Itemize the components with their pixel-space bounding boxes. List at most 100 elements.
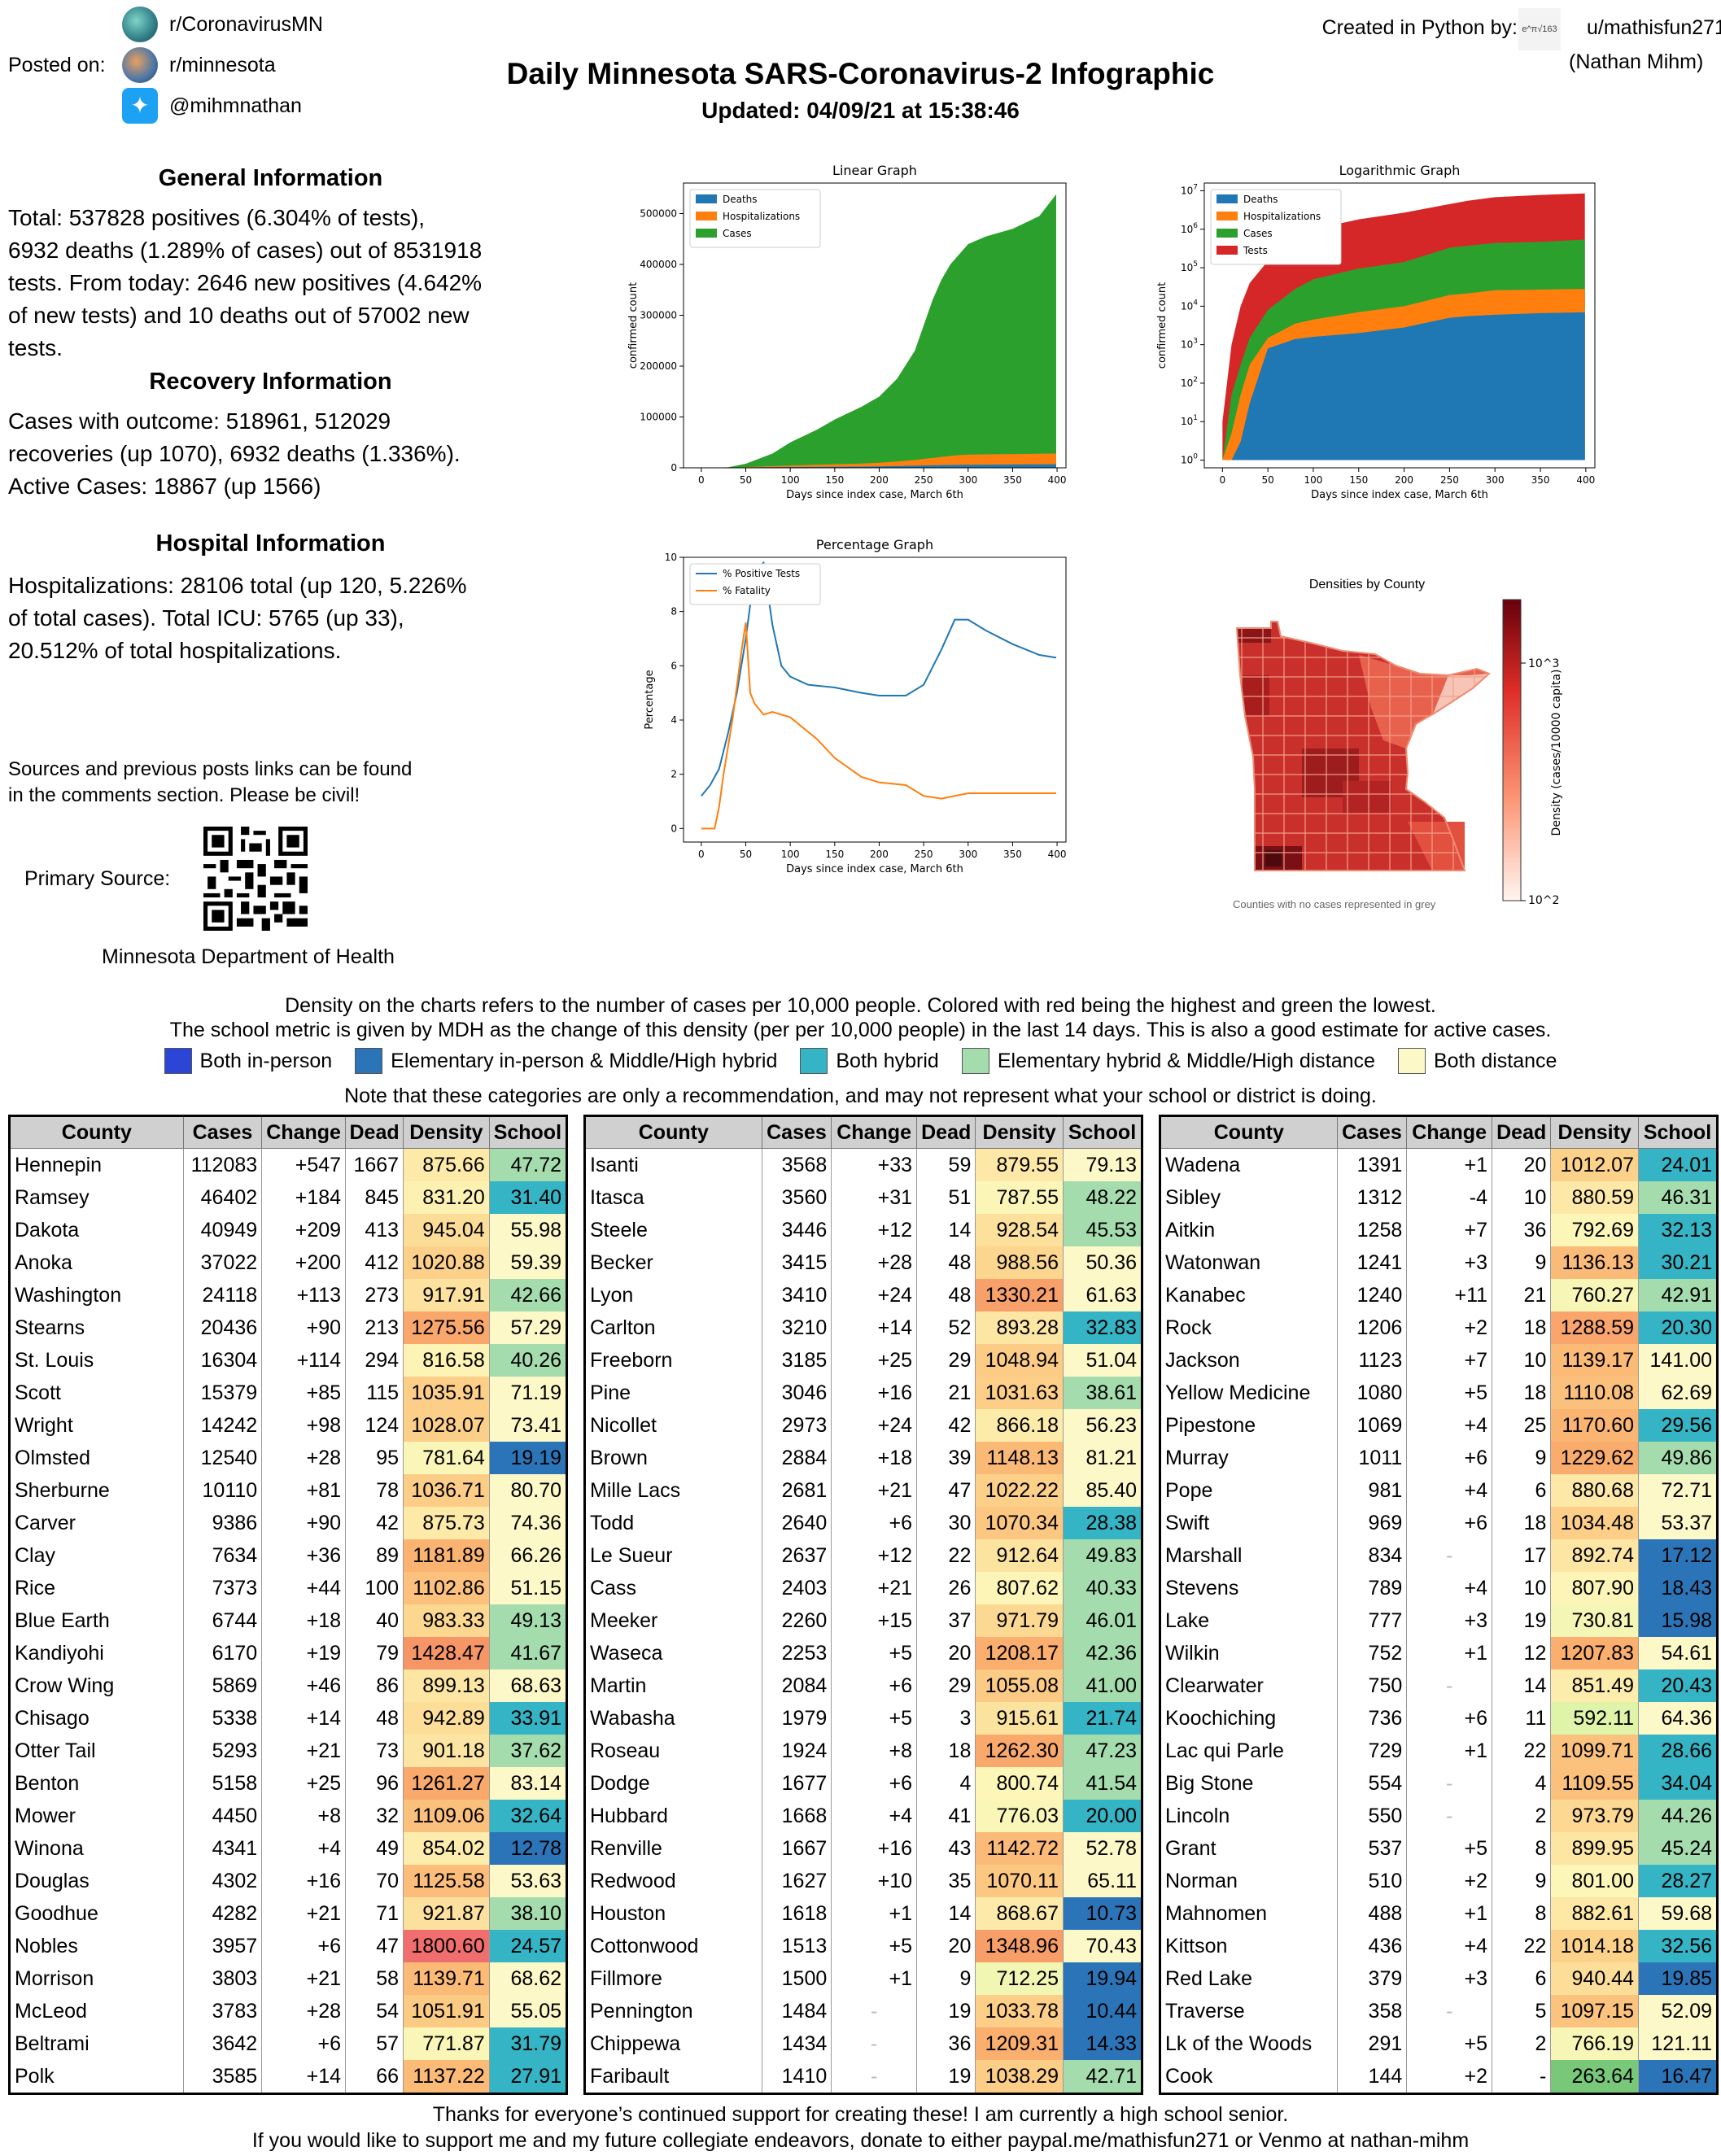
density-value: 973.79 <box>1550 1800 1639 1832</box>
table-row: Kandiyohi 6170 +19 79 1428.47 41.67 <box>9 1637 568 1669</box>
density-value: 917.91 <box>403 1279 490 1311</box>
cases-value: 3046 <box>761 1377 832 1409</box>
post-link-twitter[interactable]: ✦ @mihmnathan <box>122 88 302 124</box>
county-name: Fillmore <box>584 1962 762 1995</box>
table-row: Martin 2084 +6 29 1055.08 41.00 <box>584 1669 1143 1702</box>
county-name: Murray <box>1160 1442 1338 1474</box>
school-value: 51.04 <box>1062 1344 1143 1377</box>
county-name: Benton <box>9 1767 184 1800</box>
dead-value: 40 <box>345 1604 404 1637</box>
cases-value: 12540 <box>182 1442 263 1474</box>
table-row: Goodhue 4282 +21 71 921.87 38.10 <box>9 1897 568 1930</box>
dead-value: 412 <box>345 1246 404 1279</box>
cases-value: 1258 <box>1336 1214 1408 1246</box>
change-value: +4 <box>1406 1409 1493 1442</box>
cases-value: 5293 <box>182 1735 263 1767</box>
cases-value: 1011 <box>1336 1442 1408 1474</box>
creator-handle[interactable]: u/mathisfun271 <box>1587 16 1721 39</box>
school-value: 45.24 <box>1637 1832 1719 1865</box>
change-value: - <box>1406 1995 1493 2027</box>
county-name: Lake <box>1160 1604 1338 1637</box>
dead-value: 21 <box>1492 1279 1552 1311</box>
legend-swatch <box>1216 194 1238 203</box>
table-row: Steele 3446 +12 14 928.54 45.53 <box>584 1214 1143 1246</box>
table-row: Hennepin 112083 +547 1667 875.66 47.72 <box>9 1148 568 1181</box>
county-name: Faribault <box>584 2060 762 2094</box>
table-header-row: County Cases Change Dead Density School <box>584 1115 1143 1149</box>
table-row: Swift 969 +6 18 1034.48 53.37 <box>1160 1507 1719 1539</box>
table-row: Roseau 1924 +8 18 1262.30 47.23 <box>584 1735 1143 1767</box>
county-name: Itasca <box>584 1181 762 1214</box>
dead-value: 1667 <box>345 1148 404 1181</box>
table-row: Red Lake 379 +3 6 940.44 19.85 <box>1160 1962 1719 1995</box>
dead-value: 19 <box>1492 1604 1552 1637</box>
hospital-info-heading: Hospital Information <box>155 530 386 556</box>
school-value: 28.27 <box>1637 1865 1719 1897</box>
change-value: +5 <box>831 1930 918 1962</box>
change-value: +18 <box>261 1604 347 1637</box>
change-value: +1 <box>1406 1148 1493 1181</box>
density-value: 1048.94 <box>975 1344 1064 1377</box>
county-name: Blue Earth <box>9 1604 184 1637</box>
column-header: Change <box>831 1115 918 1149</box>
table-row: Waseca 2253 +5 20 1208.17 42.36 <box>584 1637 1143 1669</box>
school-value: 81.21 <box>1062 1442 1143 1474</box>
density-value: 1208.17 <box>975 1637 1064 1669</box>
legend-swatch <box>1397 1048 1426 1074</box>
table-row: Lyon 3410 +24 48 1330.21 61.63 <box>584 1279 1143 1311</box>
cases-value: 144 <box>1336 2060 1408 2094</box>
table-row: Benton 5158 +25 96 1261.27 83.14 <box>9 1767 568 1800</box>
dead-value: 9 <box>1492 1442 1552 1474</box>
column-header: Density <box>403 1115 490 1149</box>
county-name: Wabasha <box>584 1702 762 1735</box>
school-value: 41.00 <box>1062 1669 1143 1702</box>
dead-value: 41 <box>916 1800 976 1832</box>
density-value: 1137.22 <box>403 2060 490 2094</box>
chart-title: Linear Graph <box>832 163 917 178</box>
table-row: Renville 1667 +16 43 1142.72 52.78 <box>584 1832 1143 1865</box>
density-value: 712.25 <box>975 1962 1064 1995</box>
legend-both-hybrid: Both hybrid <box>800 1048 939 1074</box>
qr-code-icon[interactable] <box>203 827 308 931</box>
density-value: 1181.89 <box>403 1539 490 1572</box>
density-value: 866.18 <box>975 1409 1064 1442</box>
posted-on-label: Posted on: <box>8 54 106 76</box>
density-value: 1261.27 <box>403 1767 490 1800</box>
change-value: - <box>1406 1669 1493 1702</box>
legend-both-in-person: Both in-person <box>164 1048 332 1074</box>
post-link-coronavirusmn[interactable]: r/CoronavirusMN <box>122 7 323 42</box>
school-value: 30.21 <box>1637 1246 1719 1279</box>
school-value: 49.13 <box>488 1604 568 1637</box>
change-value: +81 <box>261 1474 347 1507</box>
table-row: Chisago 5338 +14 48 942.89 33.91 <box>9 1702 568 1735</box>
county-name: Martin <box>584 1669 762 1702</box>
dead-value: 2 <box>1492 1800 1552 1832</box>
table-row: Fillmore 1500 +1 9 712.25 19.94 <box>584 1962 1143 1995</box>
column-header: Change <box>261 1115 347 1149</box>
change-value: +2 <box>1406 1865 1493 1897</box>
table-row: Pipestone 1069 +4 25 1170.60 29.56 <box>1160 1409 1719 1442</box>
change-value: +14 <box>831 1311 918 1344</box>
school-value: 46.31 <box>1637 1181 1719 1214</box>
school-value: 47.72 <box>488 1148 568 1181</box>
density-value: 1102.86 <box>403 1572 490 1604</box>
density-value: 771.87 <box>403 2027 490 2060</box>
cases-value: 3560 <box>761 1181 832 1214</box>
school-value: 49.83 <box>1062 1539 1143 1572</box>
table-row: Anoka 37022 +200 412 1020.88 59.39 <box>9 1246 568 1279</box>
dead-value: 9 <box>916 1962 976 1995</box>
post-link-minnesota[interactable]: r/minnesota <box>122 47 276 83</box>
y-tick-label: 8 <box>670 606 677 618</box>
change-value: +5 <box>1406 1832 1493 1865</box>
cases-value: 2403 <box>761 1572 832 1604</box>
school-value: 52.78 <box>1062 1832 1143 1865</box>
x-tick-label: 250 <box>915 474 933 486</box>
county-name: Wadena <box>1160 1148 1338 1181</box>
school-value: 56.23 <box>1062 1409 1143 1442</box>
density-value: 940.44 <box>1550 1962 1639 1995</box>
county-name: Otter Tail <box>9 1735 184 1767</box>
cases-value: 15379 <box>182 1377 263 1409</box>
change-value: +90 <box>261 1311 347 1344</box>
school-value: 32.83 <box>1062 1311 1143 1344</box>
dead-value: 48 <box>916 1246 976 1279</box>
